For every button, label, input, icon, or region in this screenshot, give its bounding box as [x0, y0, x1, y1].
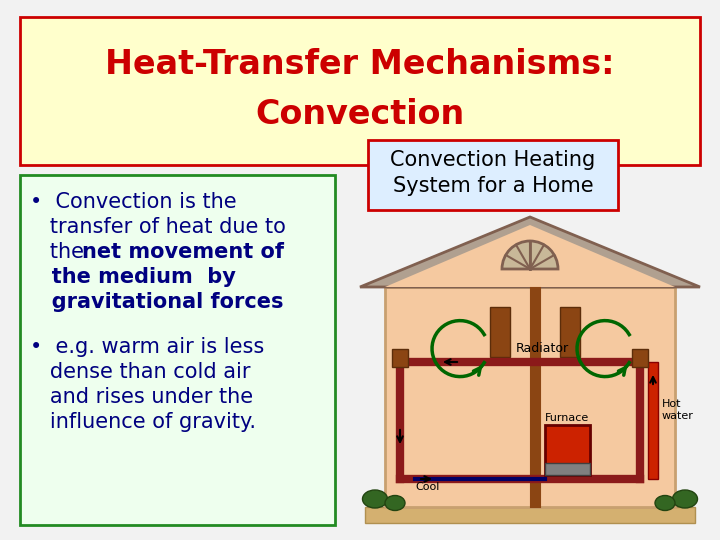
FancyBboxPatch shape [632, 349, 648, 367]
Text: and rises under the: and rises under the [30, 387, 253, 407]
FancyBboxPatch shape [560, 307, 580, 357]
FancyBboxPatch shape [545, 463, 590, 475]
Text: •  Convection is the: • Convection is the [30, 192, 237, 212]
Ellipse shape [362, 490, 387, 508]
Polygon shape [360, 217, 700, 287]
Text: Heat-Transfer Mechanisms:: Heat-Transfer Mechanisms: [105, 48, 615, 80]
Text: net movement of: net movement of [82, 242, 284, 262]
Text: Furnace: Furnace [545, 413, 589, 423]
Ellipse shape [655, 496, 675, 510]
FancyBboxPatch shape [368, 140, 618, 210]
Polygon shape [385, 225, 675, 287]
FancyBboxPatch shape [20, 17, 700, 165]
Wedge shape [502, 241, 558, 269]
Text: gravitational forces: gravitational forces [30, 292, 284, 312]
Text: transfer of heat due to: transfer of heat due to [30, 217, 286, 237]
Text: Cool: Cool [415, 482, 439, 492]
FancyBboxPatch shape [545, 425, 590, 475]
Ellipse shape [672, 490, 698, 508]
Text: .: . [226, 292, 233, 312]
Text: Convection Heating
System for a Home: Convection Heating System for a Home [390, 150, 595, 196]
Text: influence of gravity.: influence of gravity. [30, 412, 256, 432]
Text: dense than cold air: dense than cold air [30, 362, 251, 382]
Text: the medium  by: the medium by [30, 267, 236, 287]
Polygon shape [365, 507, 695, 523]
FancyBboxPatch shape [392, 349, 408, 367]
FancyBboxPatch shape [20, 175, 335, 525]
Text: •  e.g. warm air is less: • e.g. warm air is less [30, 337, 264, 357]
FancyBboxPatch shape [490, 307, 510, 357]
Text: Radiator: Radiator [516, 342, 569, 355]
Ellipse shape [385, 496, 405, 510]
Text: Convection: Convection [256, 98, 464, 132]
Text: Hot
water: Hot water [662, 399, 694, 421]
FancyBboxPatch shape [385, 287, 675, 507]
FancyBboxPatch shape [648, 362, 658, 479]
Text: the: the [30, 242, 91, 262]
